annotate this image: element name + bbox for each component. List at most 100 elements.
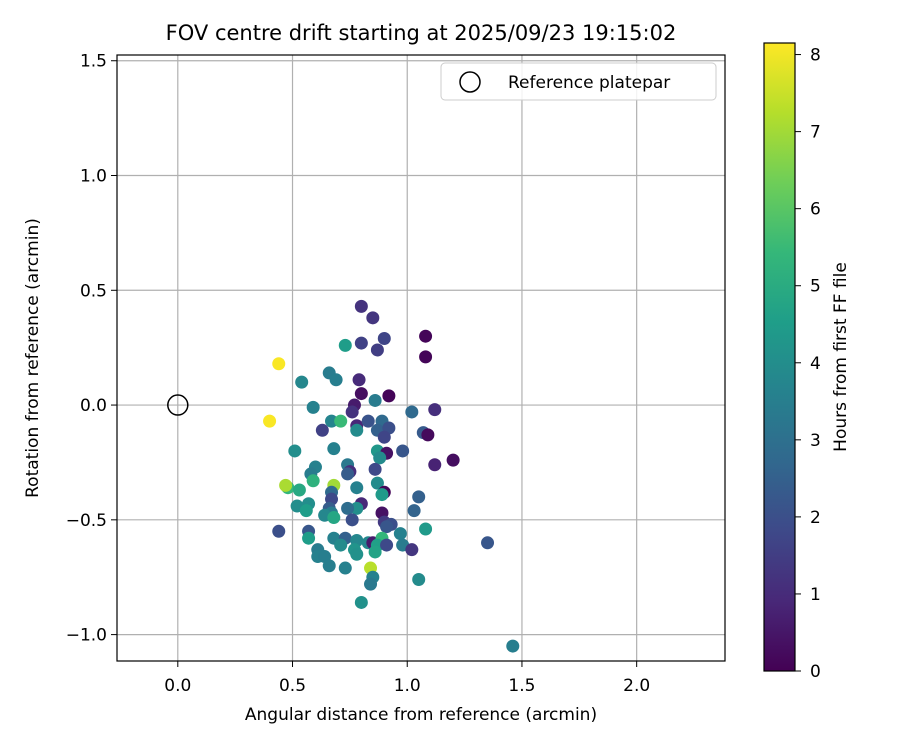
data-point bbox=[272, 357, 286, 371]
legend-marker-reference bbox=[459, 71, 481, 93]
data-point bbox=[380, 538, 394, 552]
colorbar-tick-label: 5 bbox=[810, 277, 821, 297]
x-axis-ticks: 0.0 0.5 1.0 1.5 2.0 bbox=[164, 661, 650, 696]
data-point bbox=[428, 458, 442, 472]
data-point bbox=[345, 513, 359, 527]
data-point bbox=[302, 531, 316, 545]
colorbar: 0 1 2 3 4 5 6 7 8 Hours from first FF file bbox=[763, 42, 851, 682]
data-point bbox=[272, 524, 286, 538]
y-tick-label: 0.0 bbox=[80, 396, 107, 416]
colorbar-label: Hours from first FF file bbox=[831, 262, 851, 452]
data-point bbox=[292, 483, 306, 497]
data-point bbox=[364, 577, 378, 591]
data-point bbox=[329, 373, 343, 387]
reference-point-marker bbox=[167, 394, 189, 416]
data-point bbox=[334, 538, 348, 552]
data-point bbox=[299, 504, 313, 518]
data-point bbox=[506, 639, 520, 653]
data-point bbox=[345, 405, 359, 419]
colorbar-tick-label: 4 bbox=[810, 354, 821, 374]
colorbar-frame bbox=[763, 42, 796, 672]
data-point bbox=[407, 504, 421, 518]
x-tick-label: 1.0 bbox=[394, 676, 421, 696]
data-point bbox=[338, 561, 352, 575]
y-tick-label: 1.5 bbox=[80, 52, 107, 72]
data-point bbox=[263, 414, 277, 428]
data-point bbox=[327, 511, 341, 525]
y-tick-label: 0.5 bbox=[80, 281, 107, 301]
legend-box bbox=[440, 62, 717, 101]
data-point bbox=[341, 467, 355, 481]
data-point bbox=[405, 405, 419, 419]
data-point bbox=[419, 522, 433, 536]
data-point bbox=[350, 547, 364, 561]
colorbar-tick-label: 6 bbox=[810, 200, 821, 220]
legend: Reference platepar bbox=[440, 62, 717, 101]
data-point bbox=[370, 343, 384, 357]
data-point bbox=[382, 389, 396, 403]
data-point bbox=[446, 453, 460, 467]
data-point bbox=[368, 393, 382, 407]
data-point bbox=[354, 299, 368, 313]
x-tick-label: 0.0 bbox=[164, 676, 191, 696]
data-point bbox=[306, 400, 320, 414]
y-axis-label: Rotation from reference (arcmin) bbox=[23, 218, 43, 498]
data-point bbox=[338, 338, 352, 352]
data-point bbox=[295, 375, 309, 389]
y-tick-label: 1.0 bbox=[80, 167, 107, 187]
data-point bbox=[393, 527, 407, 541]
colorbar-tick-label: 8 bbox=[810, 46, 821, 66]
x-axis-label: Angular distance from reference (arcmin) bbox=[245, 705, 597, 725]
colorbar-tick-label: 3 bbox=[810, 431, 821, 451]
y-tick-label: −0.5 bbox=[66, 511, 107, 531]
data-point bbox=[322, 559, 336, 573]
data-point bbox=[306, 474, 320, 488]
data-point bbox=[419, 329, 433, 343]
x-tick-label: 1.5 bbox=[508, 676, 535, 696]
x-tick-label: 2.0 bbox=[623, 676, 650, 696]
data-point bbox=[377, 331, 391, 345]
y-axis-ticks: −1.0 −0.5 0.0 0.5 1.0 1.5 bbox=[66, 52, 117, 646]
data-point bbox=[428, 403, 442, 417]
colorbar-gradient bbox=[764, 43, 795, 671]
data-point bbox=[315, 423, 329, 437]
data-point bbox=[361, 414, 375, 428]
colorbar-ticks: 0 1 2 3 4 5 6 7 8 bbox=[795, 46, 821, 682]
y-tick-label: −1.0 bbox=[66, 626, 107, 646]
data-point bbox=[334, 414, 348, 428]
data-point bbox=[377, 430, 391, 444]
data-point bbox=[325, 414, 339, 428]
data-point bbox=[354, 595, 368, 609]
data-point bbox=[412, 490, 426, 504]
data-point bbox=[375, 488, 389, 502]
data-point bbox=[350, 481, 364, 495]
colorbar-tick-label: 2 bbox=[810, 508, 821, 528]
grid bbox=[117, 55, 725, 661]
scatter-points bbox=[263, 299, 520, 653]
data-point bbox=[341, 501, 355, 515]
data-point bbox=[396, 444, 410, 458]
data-point bbox=[352, 373, 366, 387]
data-point bbox=[368, 462, 382, 476]
data-point bbox=[354, 336, 368, 350]
data-point bbox=[354, 387, 368, 401]
data-point bbox=[419, 350, 433, 364]
colorbar-tick-label: 1 bbox=[810, 585, 821, 605]
chart-title: FOV centre drift starting at 2025/09/23 … bbox=[166, 21, 677, 45]
data-point bbox=[370, 476, 384, 490]
data-point bbox=[279, 478, 293, 492]
data-point bbox=[350, 423, 364, 437]
data-point bbox=[405, 543, 419, 557]
legend-label-reference: Reference platepar bbox=[508, 73, 670, 93]
data-point bbox=[481, 536, 495, 550]
data-point bbox=[412, 573, 426, 587]
data-point bbox=[373, 451, 387, 465]
colorbar-tick-label: 0 bbox=[810, 662, 821, 682]
data-point bbox=[368, 545, 382, 559]
data-point bbox=[380, 520, 394, 534]
data-point bbox=[421, 428, 435, 442]
data-point bbox=[350, 501, 364, 515]
colorbar-tick-label: 7 bbox=[810, 123, 821, 143]
data-point bbox=[327, 442, 341, 456]
